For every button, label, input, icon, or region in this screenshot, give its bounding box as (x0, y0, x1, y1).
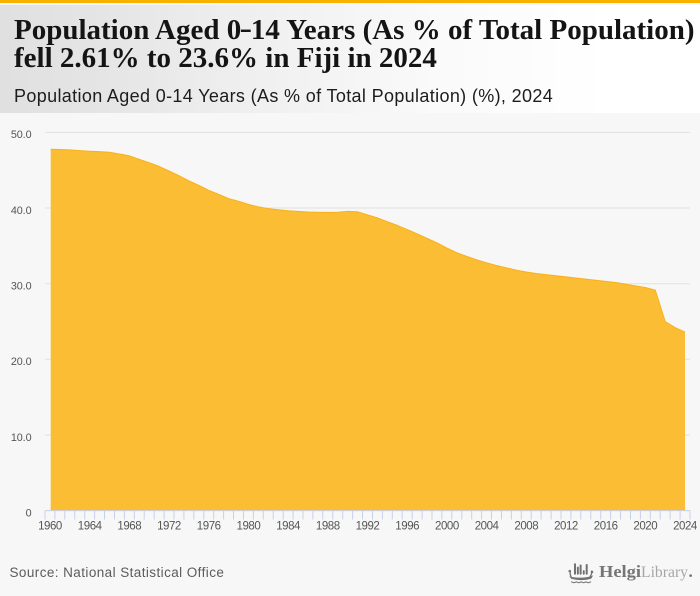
svg-text:Helgi: Helgi (599, 562, 641, 581)
svg-text:Library: Library (641, 564, 688, 581)
svg-text:50.0: 50.0 (11, 129, 32, 141)
svg-text:1984: 1984 (276, 521, 301, 533)
svg-text:1960: 1960 (38, 521, 62, 533)
svg-text:2008: 2008 (514, 521, 538, 533)
svg-text:1988: 1988 (316, 521, 340, 533)
svg-text:30.0: 30.0 (11, 281, 32, 293)
svg-text:2016: 2016 (594, 521, 618, 533)
svg-text:1972: 1972 (157, 521, 181, 533)
svg-text:2020: 2020 (633, 521, 657, 533)
svg-text:2024: 2024 (673, 521, 698, 533)
svg-text:2000: 2000 (435, 521, 459, 533)
svg-text:.: . (689, 562, 693, 581)
svg-text:20.0: 20.0 (11, 356, 32, 368)
svg-text:2012: 2012 (554, 521, 578, 533)
svg-text:0: 0 (26, 507, 32, 519)
svg-text:1964: 1964 (78, 521, 103, 533)
svg-text:1992: 1992 (356, 521, 380, 533)
svg-text:2004: 2004 (475, 521, 500, 533)
svg-text:1996: 1996 (395, 521, 419, 533)
svg-text:1976: 1976 (197, 521, 221, 533)
svg-text:10.0: 10.0 (11, 432, 32, 444)
svg-text:1968: 1968 (117, 521, 141, 533)
svg-text:1980: 1980 (237, 521, 261, 533)
svg-text:40.0: 40.0 (11, 205, 32, 217)
